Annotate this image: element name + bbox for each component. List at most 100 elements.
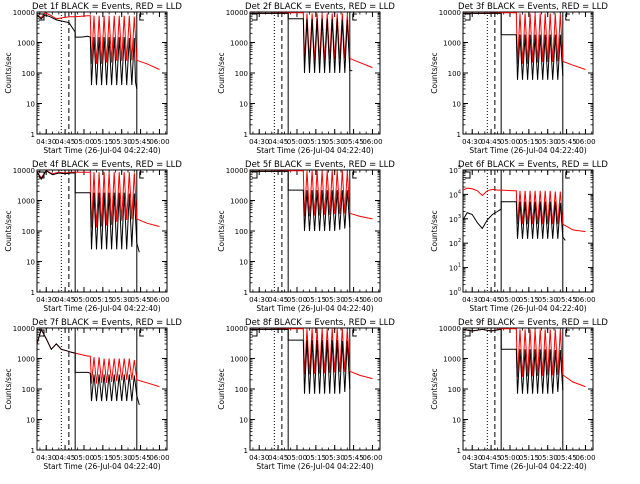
bracket-mark <box>465 13 471 21</box>
lld-series-line <box>36 170 160 228</box>
x-axis-label: Start Time (26-Jul-04 04:22:40) <box>469 304 586 313</box>
y-tick-label: 10000 <box>226 167 248 175</box>
panel-title: Det 5f BLACK = Events, RED = LLD <box>245 160 395 170</box>
bracket-mark <box>565 13 570 21</box>
bracket-mark <box>39 13 45 21</box>
y-tick-label: 1 <box>457 131 461 139</box>
panel-title: Det 2f BLACK = Events, RED = LLD <box>245 2 395 12</box>
x-tick-label: 04:45 <box>481 138 501 146</box>
panel-title: Det 8f BLACK = Events, RED = LLD <box>245 318 395 328</box>
x-tick-label: 04:45 <box>268 296 288 304</box>
lld-series-line <box>250 328 373 380</box>
y-tick-label: 100 <box>448 70 461 78</box>
x-tick-label: 05:15 <box>306 454 326 462</box>
x-tick-label: 04:30 <box>462 138 482 146</box>
x-tick-label: 06:00 <box>149 138 169 146</box>
x-tick-label: 05:00 <box>500 296 520 304</box>
x-tick-label: 05:00 <box>74 296 94 304</box>
x-tick-label: 06:00 <box>362 138 382 146</box>
x-tick-label: 05:45 <box>556 454 576 462</box>
x-tick-label: 04:30 <box>462 296 482 304</box>
x-tick-label: 04:45 <box>55 296 75 304</box>
y-axis-label: Counts/sec <box>4 210 13 251</box>
x-tick-label: 05:15 <box>519 138 539 146</box>
x-axis-label: Start Time (26-Jul-04 04:22:40) <box>256 462 373 471</box>
y-tick-label: 10 <box>26 259 35 267</box>
x-tick-label: 05:15 <box>519 296 539 304</box>
bracket-mark <box>252 13 258 21</box>
plot-frame <box>462 169 594 293</box>
plot-frame <box>36 327 168 451</box>
x-tick-label: 04:45 <box>481 454 501 462</box>
y-tick-label: 1000 <box>443 40 461 48</box>
x-tick-label: 04:30 <box>462 454 482 462</box>
x-tick-label: 05:00 <box>500 138 520 146</box>
panel-title: Det 4f BLACK = Events, RED = LLD <box>32 160 182 170</box>
y-tick-label: 10000 <box>226 325 248 333</box>
x-tick-label: 04:30 <box>249 138 269 146</box>
panel-title: Det 7f BLACK = Events, RED = LLD <box>32 318 182 328</box>
x-tick-label: 05:15 <box>93 138 113 146</box>
lld-series-line <box>36 12 160 70</box>
y-tick-label: 1 <box>31 289 35 297</box>
y-tick-label: 10000 <box>439 325 461 333</box>
x-tick-label: 05:00 <box>74 138 94 146</box>
bracket-mark <box>252 329 258 337</box>
detector-panel: Det 9f BLACK = Events, RED = LLD 1 10 100 10… <box>430 318 608 471</box>
x-axis-label: Start Time (26-Jul-04 04:22:40) <box>43 462 160 471</box>
y-tick-label: 1000 <box>230 198 248 206</box>
y-tick-label: 10000 <box>13 325 35 333</box>
x-axis-label: Start Time (26-Jul-04 04:22:40) <box>256 304 373 313</box>
detector-panel: Det 6f BLACK = Events, RED = LLD 100 101 10… <box>430 160 608 313</box>
y-tick-label: 100 <box>235 228 248 236</box>
x-axis-label: Start Time (26-Jul-04 04:22:40) <box>43 304 160 313</box>
x-tick-label: 06:00 <box>575 454 595 462</box>
x-tick-label: 05:45 <box>130 296 150 304</box>
y-tick-label: 10 <box>26 417 35 425</box>
x-tick-label: 05:45 <box>130 454 150 462</box>
bracket-mark <box>465 329 471 337</box>
y-axis-label: Counts/sec <box>217 368 226 409</box>
x-tick-label: 05:30 <box>538 138 558 146</box>
x-tick-label: 05:30 <box>325 296 345 304</box>
y-tick-label: 1 <box>244 447 248 455</box>
y-tick-label: 100 <box>235 386 248 394</box>
x-axis-label: Start Time (26-Jul-04 04:22:40) <box>256 146 373 155</box>
x-axis-label: Start Time (26-Jul-04 04:22:40) <box>43 146 160 155</box>
y-tick-label: 1000 <box>230 356 248 364</box>
y-tick-label: 1000 <box>230 40 248 48</box>
x-tick-label: 05:00 <box>287 138 307 146</box>
x-tick-label: 05:30 <box>112 296 132 304</box>
y-tick-label: 101 <box>449 263 461 273</box>
events-series-line <box>250 328 351 394</box>
y-tick-label: 100 <box>22 70 35 78</box>
y-tick-label: 10 <box>239 417 248 425</box>
x-tick-label: 05:45 <box>130 138 150 146</box>
y-tick-label: 100 <box>449 287 461 297</box>
panel-title: Det 1f BLACK = Events, RED = LLD <box>32 2 182 12</box>
lld-series-line <box>250 170 373 220</box>
x-tick-label: 05:45 <box>343 138 363 146</box>
bracket-mark <box>139 329 144 337</box>
bracket-mark <box>139 171 144 179</box>
bracket-mark <box>252 171 258 179</box>
detector-panel: Det 1f BLACK = Events, RED = LLD 1 10 100 10… <box>4 2 182 155</box>
y-axis-label: Counts/sec <box>430 52 439 93</box>
y-axis-label: Counts/sec <box>430 368 439 409</box>
x-tick-label: 05:00 <box>287 454 307 462</box>
y-tick-label: 1 <box>31 447 35 455</box>
bracket-mark <box>565 171 570 179</box>
detector-panel: Det 2f BLACK = Events, RED = LLD 1 10 100 10… <box>217 2 395 155</box>
y-tick-label: 1000 <box>17 356 35 364</box>
bracket-mark <box>352 171 357 179</box>
y-tick-label: 10 <box>26 101 35 109</box>
panel-title: Det 9f BLACK = Events, RED = LLD <box>458 318 608 328</box>
lld-series-line <box>463 12 586 70</box>
y-axis-label: Counts/sec <box>4 368 13 409</box>
y-tick-label: 1 <box>244 289 248 297</box>
x-axis-label: Start Time (26-Jul-04 04:22:40) <box>469 146 586 155</box>
y-tick-label: 104 <box>449 189 461 199</box>
y-tick-label: 1000 <box>17 198 35 206</box>
x-tick-label: 04:45 <box>55 454 75 462</box>
